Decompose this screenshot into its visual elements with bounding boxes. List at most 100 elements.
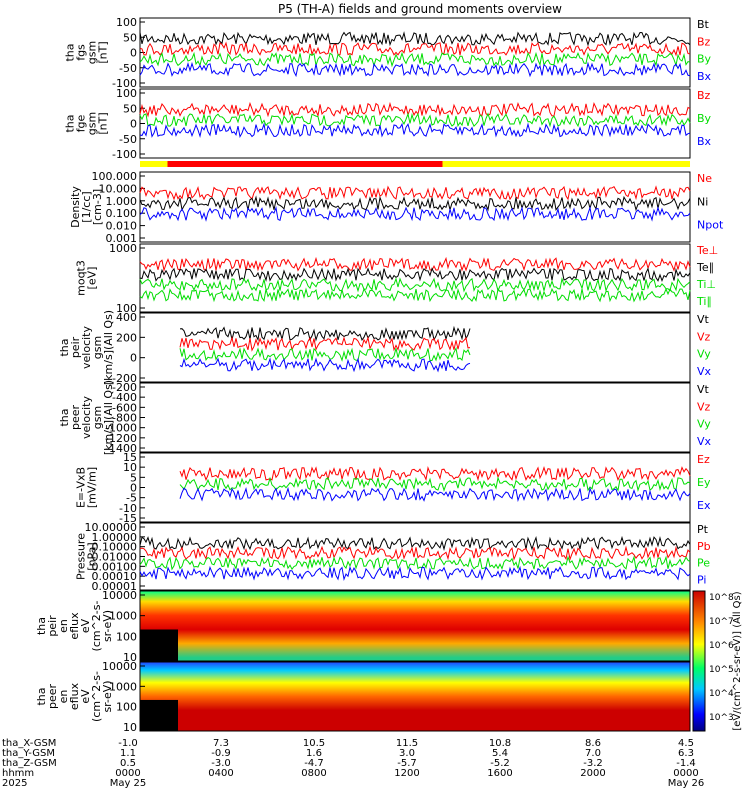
- x-row-value: 8.6: [585, 738, 601, 749]
- y-tick-label: 100.000: [92, 170, 138, 183]
- x-row-value: -5.7: [397, 758, 417, 769]
- x-row-value: 0000: [115, 768, 140, 779]
- x-axis-annotation: tha_X-GSM -1.0 7.3 10.5 11.5 10.8 8.6 4.5 tha_Y-…: [2, 738, 704, 789]
- panel-peer_vel: -200-400-600-800-1000-1200-1400thapeerve…: [58, 380, 712, 455]
- y-axis-label: thapeerenefluxeV(cm^2-s-sr-eV): [35, 671, 114, 722]
- x-row-value: 1200: [394, 768, 419, 779]
- y-axis-label: thafgegsm[nT]: [64, 112, 110, 135]
- y-tick-label: -600: [112, 401, 137, 414]
- trace-Bx: [139, 122, 691, 139]
- y-tick-label: 0.010: [106, 220, 138, 233]
- spectrogram-image: [140, 662, 690, 731]
- legend-entry: Bz: [697, 89, 711, 102]
- y-tick-label: 0: [130, 47, 137, 60]
- panels: 100500-50-100thafgsgsm[nT]BtBzByBx100500…: [35, 16, 724, 734]
- y-tick-label: -10: [119, 502, 137, 515]
- x-row-value: 7.0: [585, 748, 601, 759]
- trace-Ti∥: [139, 287, 691, 303]
- x-row-value: 6.3: [678, 748, 694, 759]
- trace-Npot: [139, 205, 691, 222]
- x-row-label: hhmm: [2, 768, 34, 779]
- y-tick-label: 0.001: [106, 232, 138, 245]
- colorbar-tick-label: 10^3: [709, 713, 734, 723]
- legend-entry: Ti∥: [696, 295, 712, 308]
- x-row-value: -3.0: [211, 758, 231, 769]
- x-row-value: 1600: [487, 768, 512, 779]
- trace-Pt: [139, 535, 691, 551]
- y-tick-label: -1200: [105, 432, 137, 445]
- x-row-label: tha_X-GSM: [2, 738, 56, 749]
- y-tick-label: -800: [112, 412, 137, 425]
- y-tick-label: -400: [112, 391, 137, 404]
- trace-Ez: [179, 465, 691, 482]
- legend-entry: Ne: [697, 172, 712, 185]
- y-tick-label: 200: [116, 331, 137, 344]
- y-tick-label: -100: [112, 148, 137, 161]
- panel-frame: [139, 171, 691, 243]
- x-date-label: May 25: [110, 778, 147, 789]
- trace-Ti⊥: [139, 276, 691, 293]
- x-row-value: 2000: [580, 768, 605, 779]
- x-row-value: 4.5: [678, 738, 694, 749]
- colorbar-tick-label: 10^5: [709, 665, 734, 675]
- x-row-value: -4.7: [304, 758, 324, 769]
- panel-frame: [139, 382, 691, 453]
- trace-Pb: [139, 545, 691, 562]
- panel-peer_en: 10000 1000 100 10 thapeerenefluxeV(cm^2-s-sr…: [35, 660, 691, 734]
- legend-entry: Npot: [697, 219, 724, 232]
- x-row-value: 11.5: [396, 738, 418, 749]
- y-tick-label: 0.10000: [92, 541, 138, 554]
- y-axis-label: thafgsgsm[nT]: [64, 41, 110, 64]
- y-axis-label: thapeervelocitygsm[km/s](All Qs): [58, 380, 115, 455]
- legend-entry: Vx: [697, 435, 712, 448]
- y-tick-label: -1400: [105, 442, 137, 455]
- y-tick-label: 100: [116, 302, 137, 315]
- y-tick-label: 10000: [102, 660, 137, 673]
- panel-pressure: 10.000001.000000.100000.010000.001000.00…: [75, 521, 711, 593]
- legend-entry: Vz: [697, 330, 711, 343]
- panel-frame: [139, 88, 691, 159]
- trace-Bz: [139, 101, 691, 118]
- trace-Te∥: [139, 267, 691, 283]
- y-tick-label: 1.000: [106, 195, 138, 208]
- x-row-value: -3.2: [583, 758, 603, 769]
- legend-entry: Vx: [697, 365, 712, 378]
- status-segment: [140, 161, 168, 167]
- colorbar-tick-label: 10^8: [709, 593, 734, 603]
- y-tick-label: 10: [123, 651, 137, 664]
- colorbar-tick-label: 10^6: [709, 641, 734, 651]
- y-tick-label: 0.00001: [92, 580, 138, 593]
- y-tick-label: 10: [123, 721, 137, 734]
- x-row-label: tha_Y-GSM: [2, 748, 55, 759]
- y-axis-label: moqt3[eV]: [75, 260, 99, 296]
- figure-title: P5 (TH-A) fields and ground moments over…: [278, 2, 562, 16]
- trace-Vt: [179, 325, 471, 342]
- panel-frame: [139, 661, 691, 732]
- y-tick-label: 0: [130, 482, 137, 495]
- y-axis-label: E=-VxB[mV/m]: [75, 467, 99, 508]
- x-row-value: 3.0: [399, 748, 415, 759]
- y-tick-label: 1000: [109, 680, 137, 693]
- y-tick-label: 100: [116, 630, 137, 643]
- colorbar-tick-label: 10^7: [709, 617, 734, 627]
- y-tick-label: 10: [123, 461, 137, 474]
- y-tick-label: 0: [130, 352, 137, 365]
- x-year: 2025: [2, 778, 27, 789]
- legend-entry: Pi: [697, 573, 706, 586]
- trace-Ey: [179, 476, 691, 492]
- panel-peir_vel: 400 200 0 -200thapeirvelocitygsm[km/s](All …: [58, 310, 712, 385]
- spectrogram-gap: [140, 629, 178, 661]
- panel-density: 100.00010.0001.0000.1000.0100.001Density…: [69, 170, 724, 245]
- spectrogram-colorbar: 10^8 10^7 10^6 10^5 10^4 10^3[eV/(cm^2-s-sr-e…: [692, 590, 743, 732]
- legend-entry: By: [697, 53, 712, 66]
- y-axis-label: thapeirenefluxeV(cm^2-s-sr-eV): [35, 601, 114, 652]
- y-tick-label: -200: [112, 372, 137, 385]
- y-tick-label: -1000: [105, 422, 137, 435]
- y-tick-label: 100: [116, 87, 137, 100]
- y-tick-label: 100: [116, 16, 137, 29]
- legend-entry: Pe: [697, 557, 710, 570]
- y-tick-label: 0.01000: [92, 551, 138, 564]
- panel-frame: [139, 590, 691, 662]
